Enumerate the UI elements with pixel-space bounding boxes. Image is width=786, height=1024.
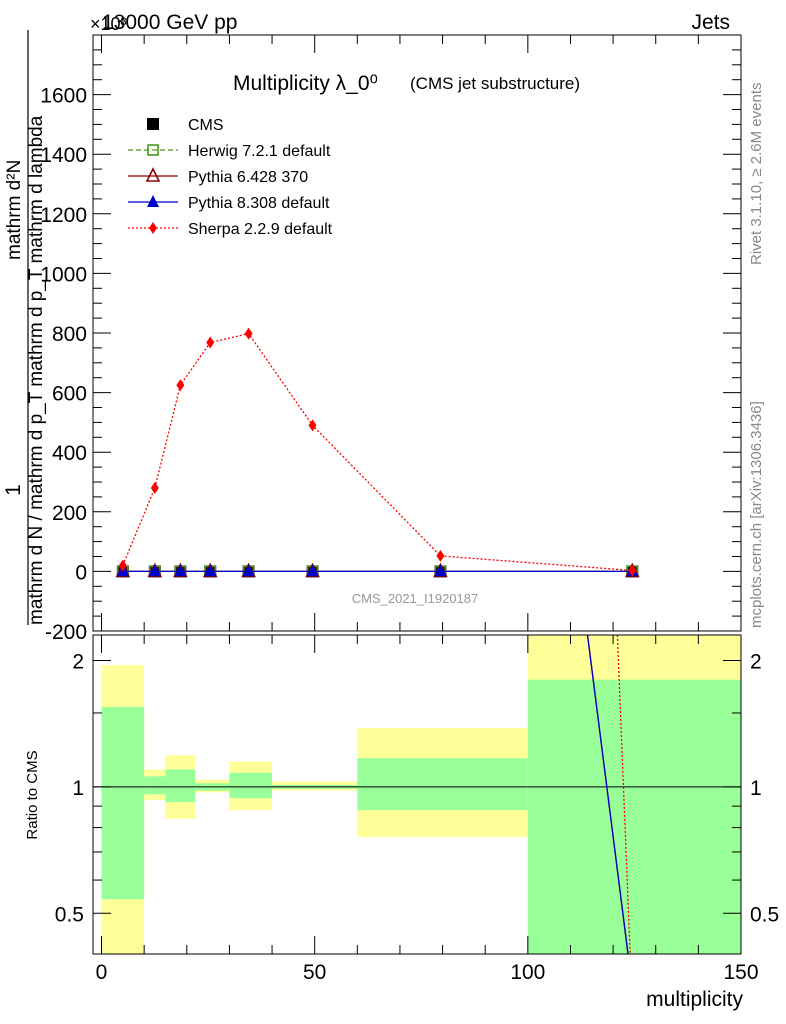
energy-label: 13000 GeV pp [102,11,237,34]
main-y-axis-label: 1 mathrm d N / mathrm d p_T mathrm d p_T… [2,30,47,625]
legend-label: Herwig 7.2.1 default [188,143,331,160]
data-point [308,419,317,432]
legend-marker [147,118,159,130]
legend-marker [147,195,159,207]
rivet-label: Rivet 3.1.10, ≥ 2.6M events [748,83,765,266]
ylabel-top: mathrm d²N [4,160,25,260]
data-point [150,481,159,494]
data-point [148,564,161,577]
data-point [244,327,253,340]
legend: CMS Herwig 7.2.1 default Pythia 6.428 370 P… [128,117,333,238]
plot-title: Multiplicity λ_0⁰ [233,72,378,95]
data-point [306,564,319,577]
data-point [628,564,637,577]
main-plot-frame [92,34,742,632]
series-line [122,332,633,572]
process-label: Jets [691,11,730,34]
main-plot: -200 0 200 400 600 800 1000 1200 1400 1600 CMS Her… [40,34,742,644]
y-tick-label: 1000 [40,263,87,286]
ratio-y-tick-label-right: 1 [750,777,762,800]
ratio-y-tick-label-right: 2 [750,650,762,673]
stat-uncertainty-band [527,679,741,954]
legend-label: CMS [188,117,224,134]
x-tick-label: 0 [96,961,108,984]
x-tick-label: 150 [723,961,758,984]
data-point [434,564,447,577]
y-tick-label: 200 [52,502,87,525]
series-pythia-8-308-default [116,564,639,577]
legend-label: Pythia 8.308 default [188,195,330,212]
y-tick-label: 1600 [40,85,87,108]
y-tick-label: 1200 [40,204,87,227]
legend-label: Sherpa 2.2.9 default [188,221,333,238]
legend-marker [149,222,157,234]
analysis-watermark: CMS_2021_I1920187 [352,591,479,606]
stat-uncertainty-band [101,706,145,900]
ratio-plot-frame [92,634,742,955]
ratio-y-tick-label: 0.5 [55,903,84,926]
legend-marker [147,144,159,156]
mcplots-label: mcplots.cern.ch [arXiv:1306.3436] [748,401,765,628]
y-tick-label: 1400 [40,144,87,167]
data-point [206,336,215,349]
data-point [174,564,187,577]
series-pythia-6-428-370 [115,562,640,578]
ratio-plot: 0.5 0.5 1 1 2 2 0 50 100 150 Ratio to CMS multipl… [24,634,779,1011]
ratio-y-tick-label-right: 0.5 [750,903,779,926]
x-tick-label: 50 [303,961,326,984]
stat-uncertainty-band [357,758,528,811]
plot-subtitle: (CMS jet substructure) [410,74,580,93]
y-tick-label: 600 [52,383,87,406]
ratio-y-label: Ratio to CMS [24,750,41,839]
data-point [436,549,445,562]
stat-uncertainty-band [144,776,166,795]
x-tick-label: 100 [510,961,545,984]
data-point [242,564,255,577]
ratio-line [586,634,629,955]
stat-uncertainty-band [165,769,196,803]
y-tick-label: 800 [52,323,87,346]
data-point [204,564,217,577]
legend-marker [145,167,161,182]
ratio-y-tick-label: 1 [72,777,84,800]
y-tick-label: 0 [75,561,87,584]
data-point [176,379,185,392]
y-tick-label: 400 [52,442,87,465]
x-axis-label: multiplicity [646,988,743,1011]
exponent-label: ×10³ [90,14,127,34]
series-sherpa-2-2-9-default [118,327,637,577]
ylabel-numerator: 1 [2,484,25,496]
y-tick-label: -200 [45,621,87,644]
data-point [118,559,127,572]
legend-label: Pythia 6.428 370 [188,169,308,186]
ratio-y-tick-label: 2 [72,650,84,673]
stat-uncertainty-band [229,772,273,799]
ratio-line [616,634,631,955]
ylabel-denominator: mathrm d N / mathrm d p_T mathrm d p_T m… [26,115,47,625]
